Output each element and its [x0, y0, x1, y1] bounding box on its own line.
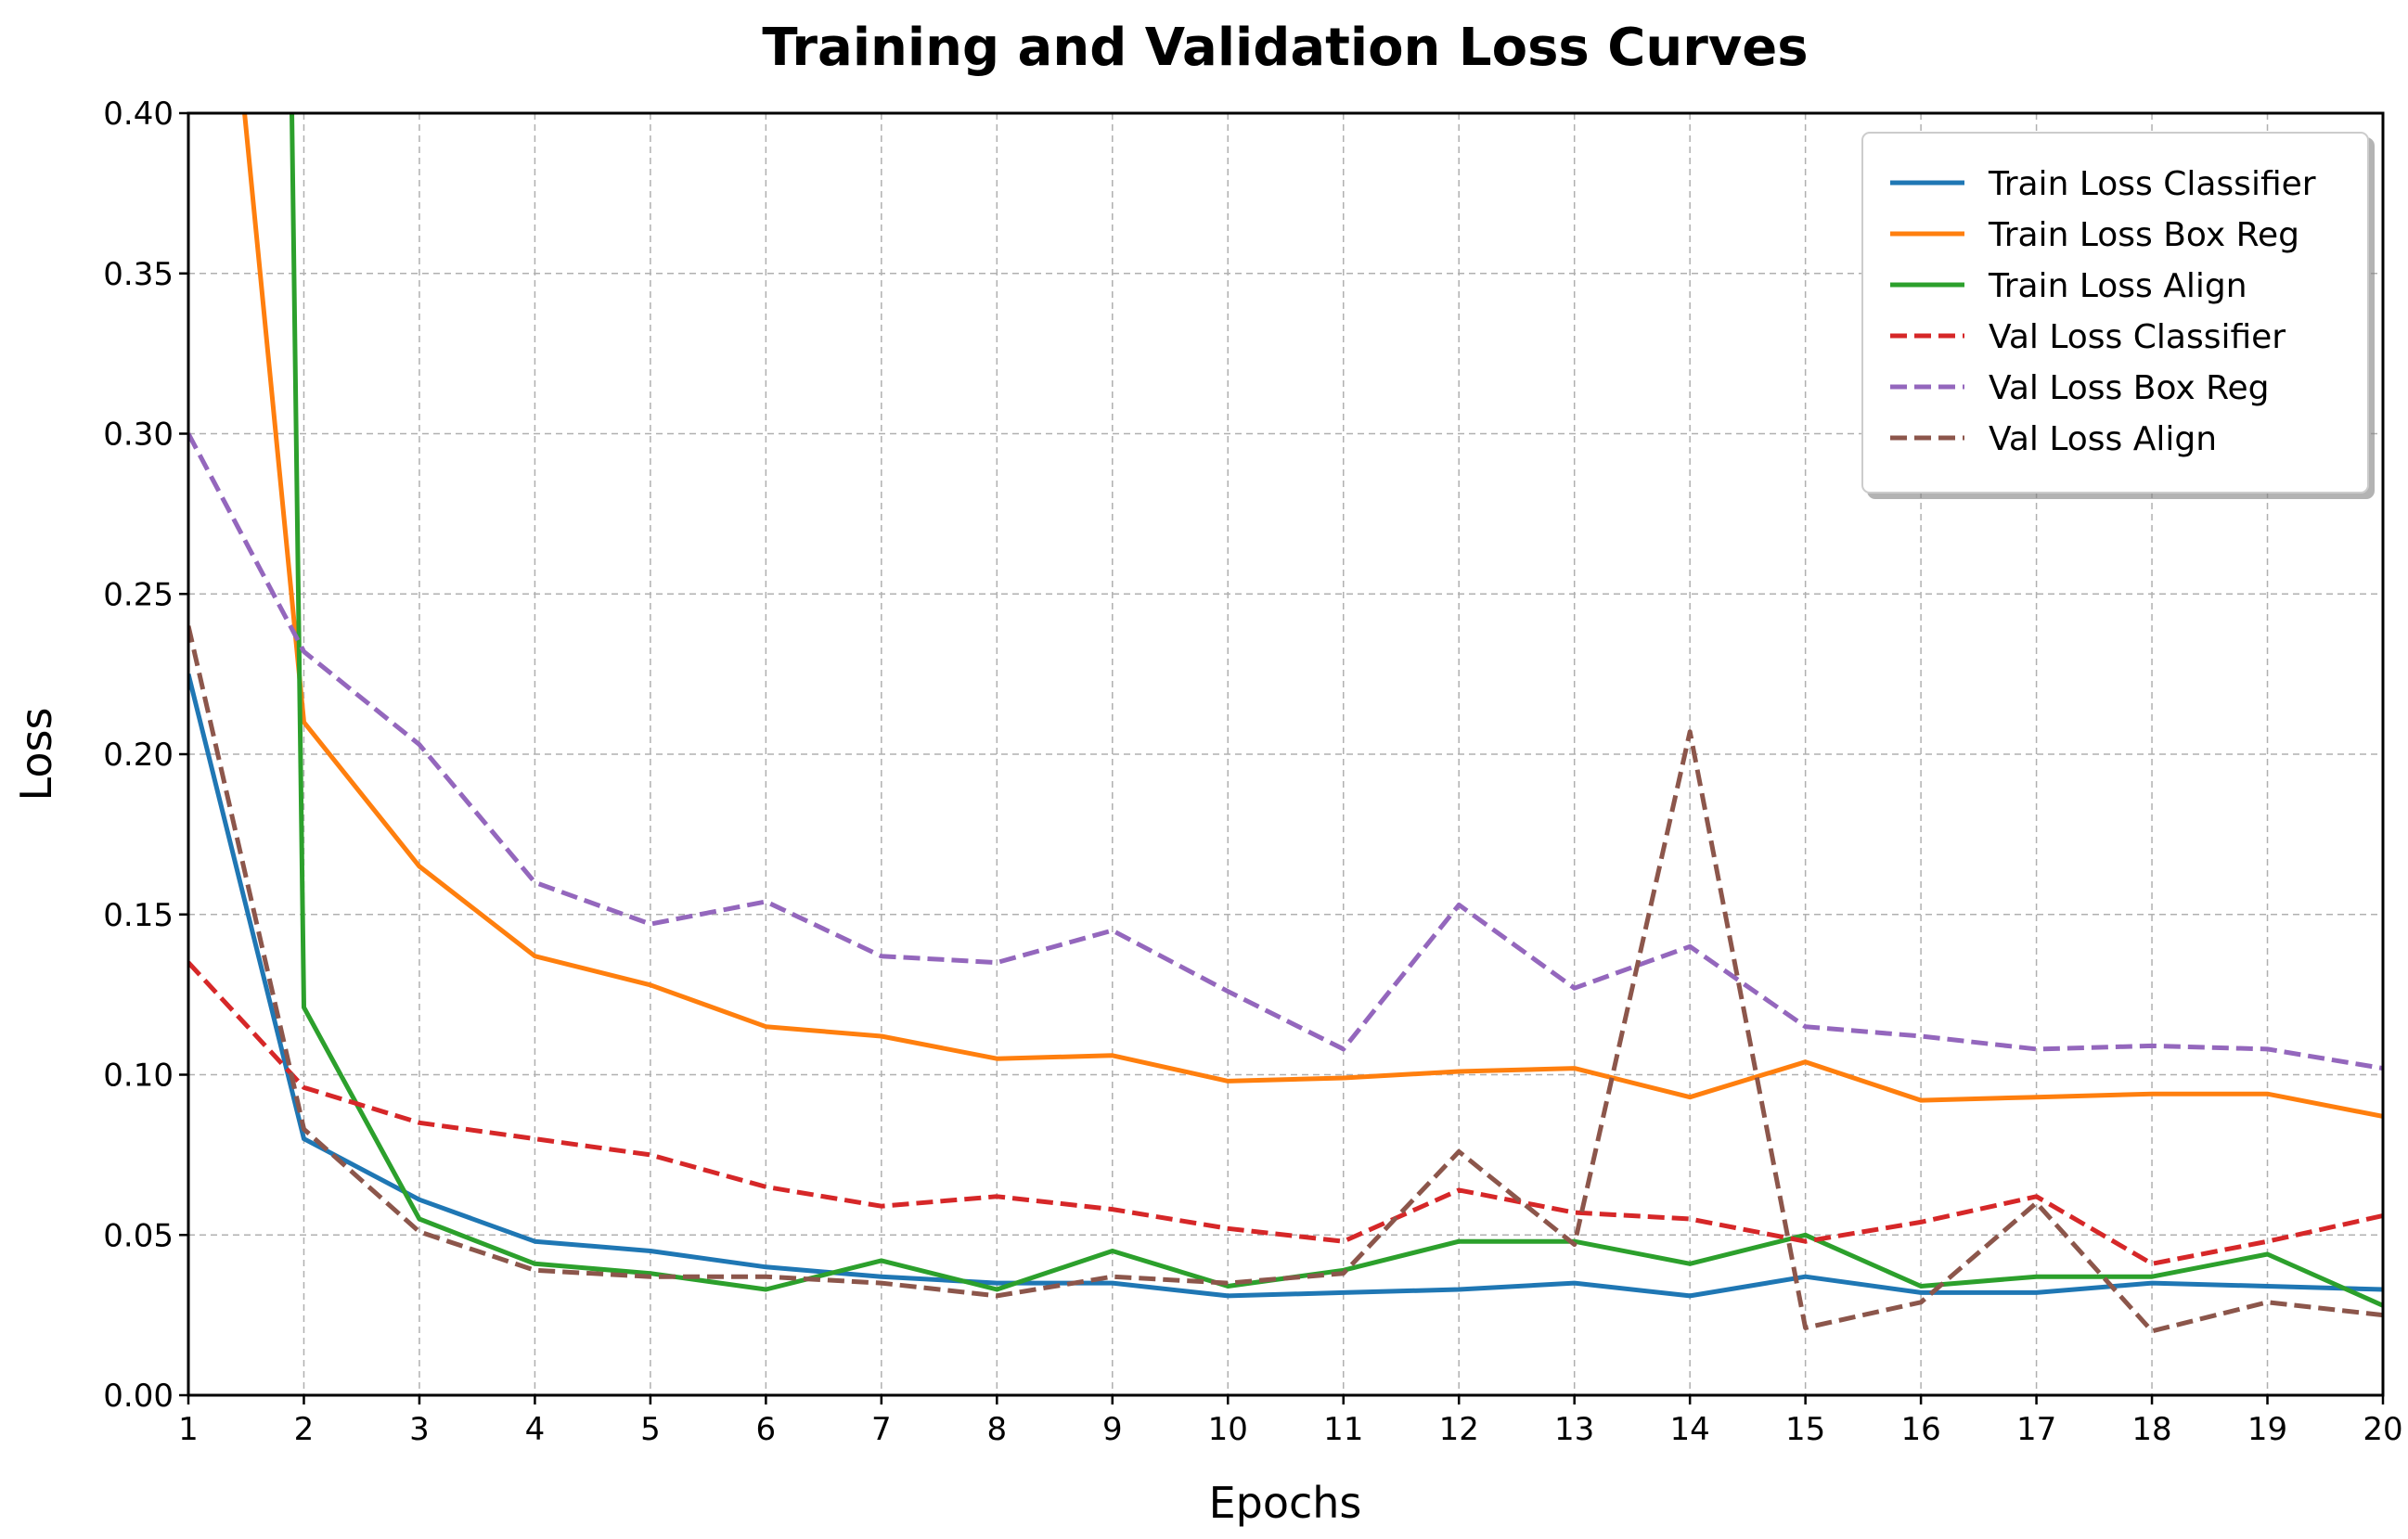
y-axis-label: Loss [11, 708, 61, 802]
y-tick-label: 0.30 [103, 417, 174, 454]
x-tick-label: 9 [1102, 1411, 1123, 1448]
x-tick-label: 15 [1785, 1411, 1825, 1448]
x-tick-label: 8 [986, 1411, 1007, 1448]
series-line-val-loss-box-reg [188, 432, 2383, 1071]
y-tick-label: 0.25 [103, 576, 174, 613]
x-tick-label: 17 [2016, 1411, 2056, 1448]
x-tick-label: 6 [756, 1411, 777, 1448]
x-tick-label: 12 [1439, 1411, 1479, 1448]
y-tick-label: 0.20 [103, 737, 174, 774]
series-line-train-loss-box-reg [242, 113, 2383, 1119]
x-tick-label: 20 [2363, 1411, 2402, 1448]
x-tick-label: 18 [2131, 1411, 2171, 1448]
legend: Train Loss Classifier Train Loss Box Reg T… [1861, 132, 2369, 494]
legend-label-val-loss-box-reg: Val Loss Box Reg [1989, 369, 2270, 407]
y-tick-label: 0.05 [103, 1217, 174, 1254]
x-tick-label: 1 [178, 1411, 199, 1448]
series-line-train-loss-classifier [188, 673, 2383, 1299]
series-line-val-loss-align [188, 625, 2383, 1334]
y-tick-label: 0.40 [103, 96, 174, 133]
x-axis-ticks: 1 2 3 4 5 6 7 8 9 10 11 12 13 14 15 16 17 18 19 20 [178, 1395, 2403, 1448]
x-tick-label: 14 [1670, 1411, 1710, 1448]
x-tick-label: 5 [640, 1411, 661, 1448]
y-axis-ticks: 0.00 0.05 0.10 0.15 0.20 0.25 0.30 0.35 0.40 [103, 96, 188, 1415]
chart-title: Training and Validation Loss Curves [762, 18, 1808, 78]
x-tick-label: 11 [1323, 1411, 1363, 1448]
x-tick-label: 10 [1208, 1411, 1248, 1448]
series-group [188, 113, 2383, 1334]
x-tick-label: 3 [409, 1411, 430, 1448]
x-tick-label: 13 [1554, 1411, 1594, 1448]
y-tick-label: 0.35 [103, 256, 174, 293]
x-tick-label: 4 [525, 1411, 546, 1448]
legend-box [1861, 132, 2369, 494]
x-tick-label: 2 [294, 1411, 315, 1448]
x-tick-label: 16 [1900, 1411, 1940, 1448]
legend-label-val-loss-align: Val Loss Align [1989, 420, 2217, 458]
x-tick-label: 7 [871, 1411, 892, 1448]
legend-label-train-loss-align: Train Loss Align [1988, 267, 2247, 305]
y-tick-label: 0.10 [103, 1058, 174, 1095]
legend-label-train-loss-classifier: Train Loss Classifier [1988, 165, 2316, 203]
x-axis-label: Epochs [1209, 1478, 1362, 1528]
series-line-val-loss-classifier [188, 960, 2383, 1266]
legend-label-train-loss-box-reg: Train Loss Box Reg [1988, 216, 2299, 254]
x-tick-label: 19 [2247, 1411, 2287, 1448]
y-tick-label: 0.15 [103, 897, 174, 934]
legend-label-val-loss-classifier: Val Loss Classifier [1989, 318, 2286, 356]
y-tick-label: 0.00 [103, 1378, 174, 1415]
